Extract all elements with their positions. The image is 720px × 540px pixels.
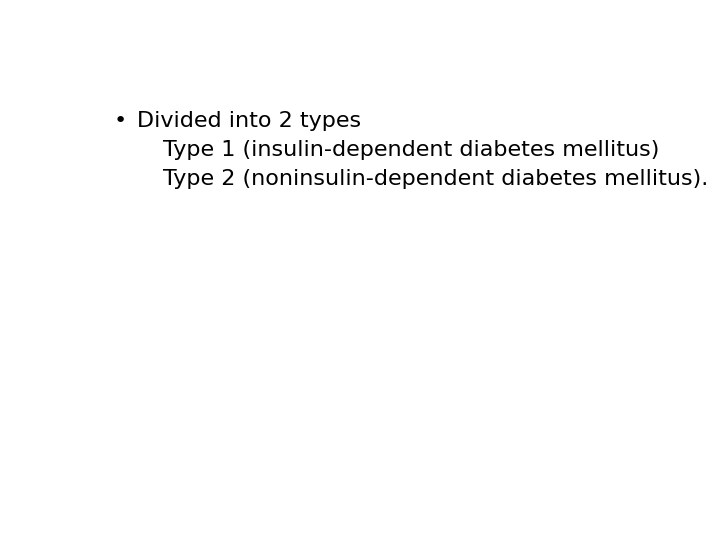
Text: Divided into 2 types: Divided into 2 types [138,111,361,131]
Text: Type 1 (insulin-dependent diabetes mellitus): Type 1 (insulin-dependent diabetes melli… [163,140,659,160]
Text: Type 2 (noninsulin-dependent diabetes mellitus).: Type 2 (noninsulin-dependent diabetes me… [163,169,708,189]
Text: •: • [114,111,127,131]
